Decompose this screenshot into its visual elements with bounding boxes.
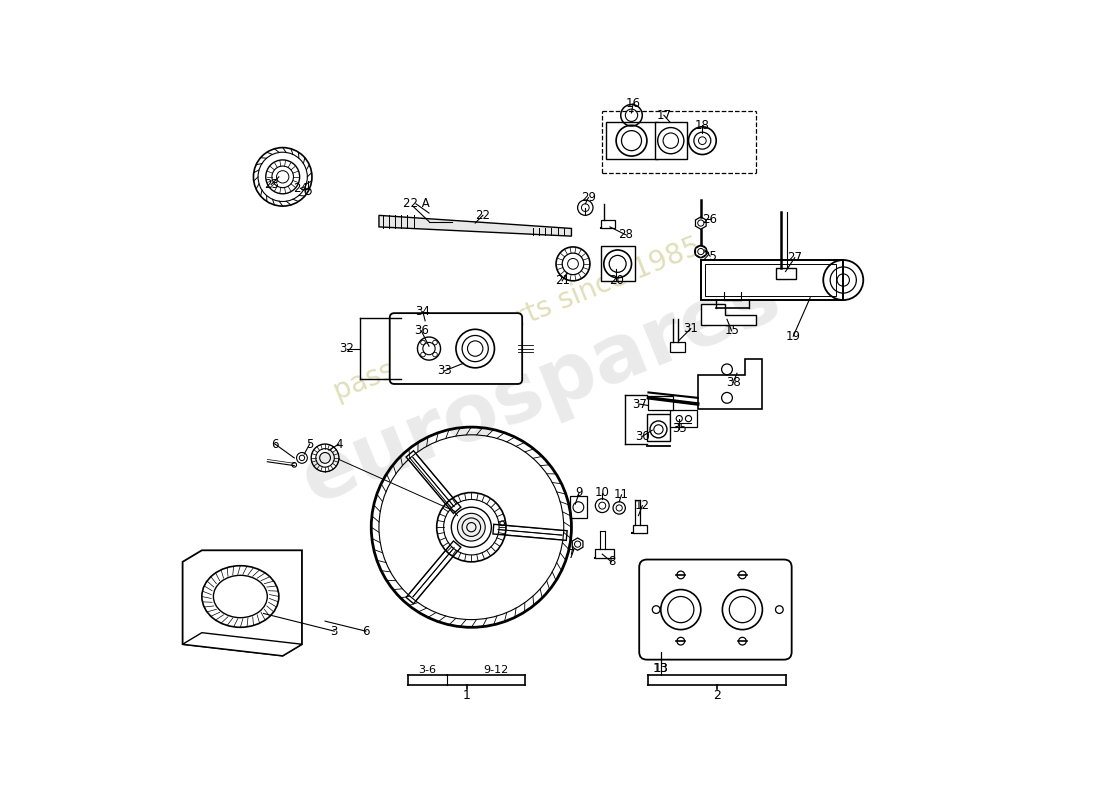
Text: 15: 15 [724, 324, 739, 338]
Text: 6: 6 [362, 625, 370, 638]
Text: 25: 25 [703, 250, 717, 262]
Text: 6: 6 [272, 438, 278, 450]
Circle shape [776, 606, 783, 614]
Text: 22 A: 22 A [403, 198, 429, 210]
Text: 21: 21 [554, 274, 570, 287]
Text: 8: 8 [608, 555, 615, 568]
Bar [649, 396, 673, 410]
Bar [670, 410, 697, 427]
Text: 27: 27 [788, 251, 802, 264]
Text: 3: 3 [331, 625, 338, 638]
Bar [601, 220, 615, 229]
Circle shape [738, 638, 746, 645]
Text: 12: 12 [635, 499, 650, 512]
Text: 5: 5 [306, 438, 313, 450]
Text: 34: 34 [416, 305, 430, 318]
Polygon shape [183, 633, 301, 656]
Text: 20: 20 [608, 274, 624, 287]
Bar [570, 496, 587, 518]
Text: 32: 32 [339, 342, 354, 355]
Text: 28: 28 [618, 228, 632, 241]
Text: 1: 1 [463, 689, 471, 702]
Circle shape [695, 246, 707, 258]
Text: 7: 7 [568, 548, 575, 561]
Text: 10: 10 [595, 486, 609, 499]
Text: 36: 36 [414, 324, 429, 338]
Text: passion for parts since 1985: passion for parts since 1985 [330, 233, 705, 406]
Bar [647, 414, 670, 441]
Text: 2: 2 [713, 689, 721, 702]
Text: 13: 13 [653, 662, 669, 675]
Circle shape [652, 606, 660, 614]
Circle shape [676, 571, 684, 578]
FancyBboxPatch shape [639, 559, 792, 660]
Text: 13: 13 [653, 662, 668, 674]
Bar [601, 246, 636, 281]
Bar [705, 264, 836, 296]
Text: 35: 35 [672, 422, 686, 435]
Bar [606, 122, 659, 159]
Text: 23: 23 [264, 178, 278, 191]
Text: 33: 33 [437, 364, 452, 378]
Polygon shape [701, 304, 757, 326]
Polygon shape [183, 550, 301, 656]
Text: 16: 16 [626, 97, 640, 110]
Text: 30: 30 [635, 430, 650, 443]
Text: 38: 38 [726, 376, 740, 389]
Text: 4: 4 [336, 438, 343, 450]
Text: 29: 29 [581, 191, 596, 204]
Bar [634, 525, 647, 533]
Bar [776, 269, 795, 279]
Text: 37: 37 [631, 398, 647, 410]
Text: 17: 17 [657, 109, 671, 122]
Bar [654, 122, 686, 159]
Polygon shape [697, 359, 762, 410]
Polygon shape [378, 215, 572, 236]
Text: 18: 18 [695, 118, 710, 132]
Text: 9: 9 [575, 486, 583, 499]
Text: 11: 11 [614, 488, 629, 502]
Bar [594, 549, 614, 558]
Text: 26: 26 [703, 213, 717, 226]
Text: eurospares: eurospares [289, 257, 792, 520]
Text: 3-6: 3-6 [418, 665, 437, 674]
Circle shape [676, 638, 684, 645]
Circle shape [458, 514, 485, 541]
Text: 24: 24 [293, 182, 308, 195]
FancyBboxPatch shape [389, 313, 522, 384]
Text: 9-12: 9-12 [483, 665, 508, 674]
Bar [701, 260, 844, 300]
Text: 31: 31 [683, 322, 698, 335]
Text: 22: 22 [475, 209, 491, 222]
Circle shape [738, 571, 746, 578]
Text: 19: 19 [785, 330, 801, 342]
Bar [670, 342, 685, 352]
